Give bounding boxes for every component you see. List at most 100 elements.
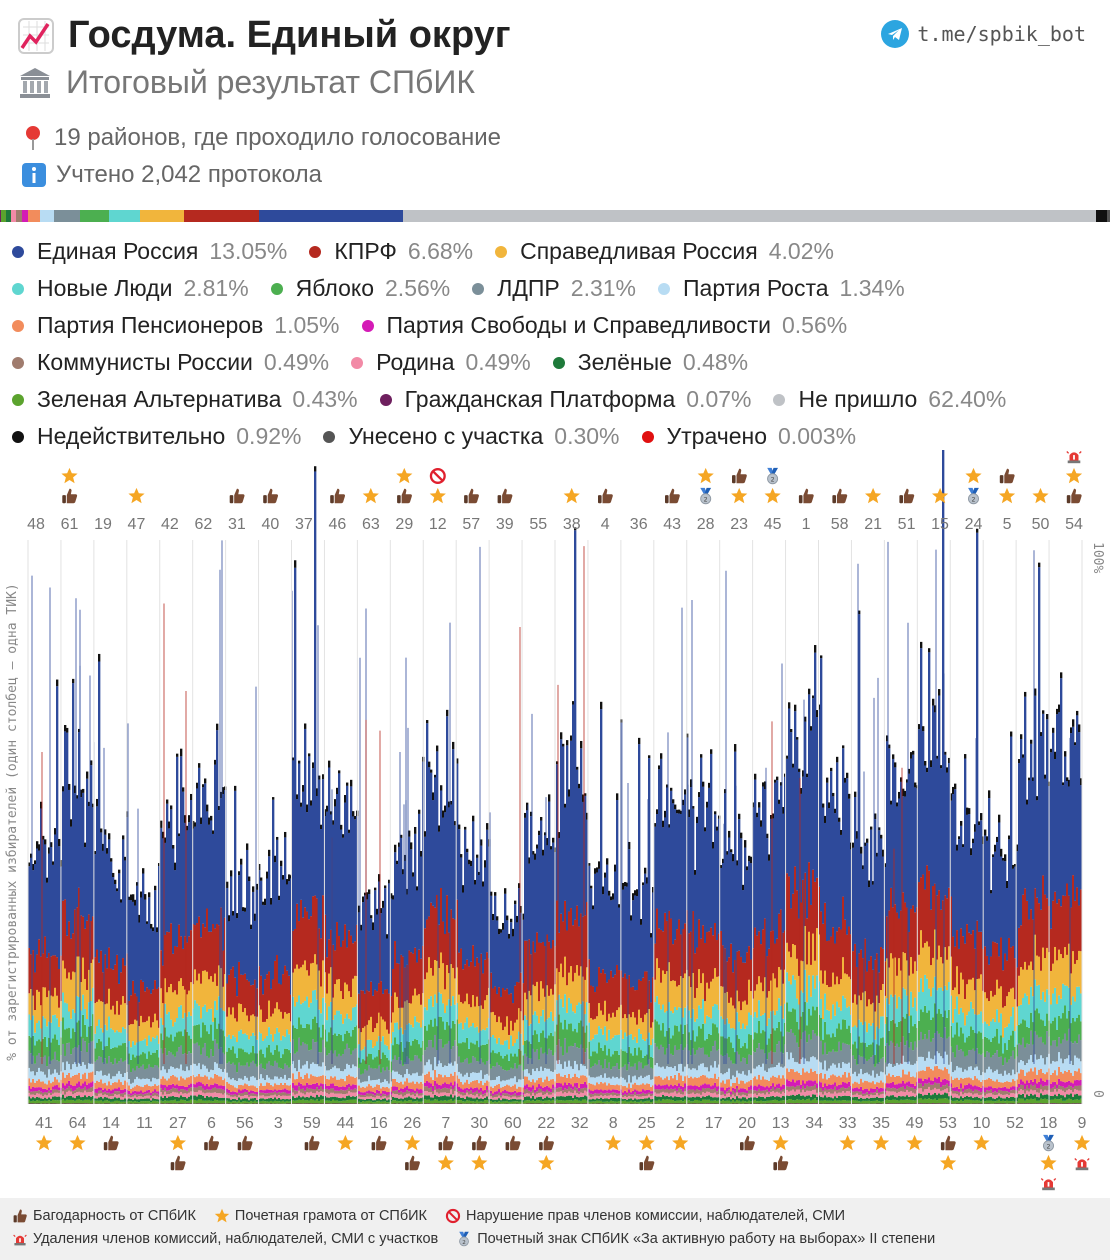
tik-bar-segment <box>376 1098 379 1102</box>
tik-bar-segment <box>360 1099 363 1103</box>
tik-bar-segment <box>164 1087 167 1092</box>
legend-item: Не пришло 62.40% <box>773 386 1006 413</box>
tik-bar-segment <box>294 1079 297 1086</box>
tik-bar-segment <box>482 1062 485 1079</box>
tik-bar-segment <box>664 974 667 1013</box>
tik-bar-segment <box>660 1089 663 1093</box>
tik-bar-segment <box>96 1059 99 1072</box>
tik-bar-segment <box>142 1101 145 1104</box>
tik-bar-segment <box>254 979 257 1017</box>
tik-bar-segment <box>72 1028 75 1049</box>
tik-bar-segment <box>496 920 499 994</box>
tik-bar-segment <box>170 1093 173 1097</box>
tik-bar-segment <box>434 1034 437 1058</box>
tik-bar-segment <box>480 845 483 954</box>
tik-bar-segment <box>204 783 207 928</box>
tik-bar-segment <box>492 1095 495 1098</box>
tik-bar-segment <box>318 970 321 1010</box>
tik-bar-segment <box>498 1101 501 1104</box>
tik-bar-segment <box>140 979 143 1016</box>
tik-bar-segment <box>250 1052 253 1063</box>
tik-bar-segment <box>482 1078 485 1086</box>
tik-bar-segment <box>332 1034 335 1054</box>
tik-bar-segment <box>508 1101 511 1104</box>
tik-bar-segment <box>138 1055 141 1069</box>
tik-bar-segment <box>592 1094 595 1097</box>
tik-bar-segment <box>178 1103 181 1104</box>
tik-bar-segment <box>280 1040 283 1058</box>
tik-bar-segment <box>592 986 595 1020</box>
tik-bar-segment <box>300 899 303 968</box>
tik-bar-segment <box>430 1040 433 1065</box>
tik-bar-segment <box>386 1092 389 1096</box>
tik-bar-segment <box>364 1026 367 1047</box>
tik-bar-segment <box>160 1100 163 1104</box>
tik-bar-segment <box>112 1098 115 1102</box>
tik-bar-segment <box>250 1076 253 1086</box>
tik-bar-segment <box>68 1099 71 1104</box>
tik-bar-segment <box>76 1074 79 1084</box>
tik-bar-segment <box>606 1055 609 1069</box>
telegram-link-text[interactable]: t.me/spbik_bot <box>917 22 1086 46</box>
tik-bar-segment <box>62 1017 65 1044</box>
tik-bar-segment <box>302 791 305 918</box>
tik-bar-segment <box>338 1087 341 1091</box>
tik-bar-segment <box>320 824 323 829</box>
tik-bar-segment <box>648 1032 651 1046</box>
tik-bar-segment <box>62 1088 65 1092</box>
tik-bar-segment <box>632 1096 635 1100</box>
tik-bar-segment <box>556 1060 559 1074</box>
tik-bar-segment <box>212 833 215 925</box>
tik-bar-segment <box>184 1053 187 1072</box>
tik-bar-segment <box>478 1101 481 1104</box>
tik-bar-segment <box>242 974 245 1013</box>
tik-bar-segment <box>534 1030 537 1052</box>
tik-bar-segment <box>48 1087 51 1091</box>
tik-bar-segment <box>440 1085 443 1090</box>
tik-bar-segment <box>268 856 271 972</box>
tik-bar-segment <box>428 1092 431 1096</box>
tik-bar-segment <box>244 973 247 1009</box>
tik-bar-segment <box>568 972 571 998</box>
tik-bar-segment <box>390 1086 393 1092</box>
tik-bar-segment <box>324 1096 327 1101</box>
tik-bar-segment <box>520 1094 523 1097</box>
tik-bar-segment <box>278 1051 281 1068</box>
tik-bar-segment <box>556 1000 559 1025</box>
tik-bar-segment <box>194 925 197 970</box>
tik-bar-segment <box>442 1047 445 1067</box>
tik-bar-segment <box>242 907 245 911</box>
tik-bar-segment <box>302 1093 305 1097</box>
tik-bar-segment <box>474 1087 477 1092</box>
tik-bar-segment <box>518 888 521 983</box>
tik-bar-segment <box>402 874 405 957</box>
tik-bar-segment <box>462 1062 465 1077</box>
tik-bar-segment <box>158 1094 161 1098</box>
tik-bar-segment <box>672 1089 675 1093</box>
tik-bar-segment <box>98 1038 101 1057</box>
tik-bar-segment <box>220 1047 223 1070</box>
tik-bar-segment <box>458 1093 461 1097</box>
tik-bar-segment <box>238 1048 241 1063</box>
tik-bar-segment <box>194 822 197 827</box>
tik-bar-segment <box>100 832 103 951</box>
tik-bar-segment <box>400 837 403 955</box>
tik-bar-segment <box>550 1094 553 1099</box>
tik-bar-segment <box>104 1088 107 1092</box>
tik-bar-segment <box>172 1100 175 1104</box>
tik-bar-segment <box>650 1093 653 1097</box>
tik-bar-segment <box>204 778 207 784</box>
tik-bar-segment <box>654 823 657 827</box>
tik-bar-segment <box>386 934 389 939</box>
tik-bar-segment <box>632 1055 635 1067</box>
tik-bar-segment <box>634 1095 637 1099</box>
telegram-link[interactable]: t.me/spbik_bot <box>881 20 1086 48</box>
tik-bar-segment <box>80 1078 83 1086</box>
tik-bar-segment <box>214 1103 217 1104</box>
tik-bar-segment <box>302 1099 305 1104</box>
tik-bar-segment <box>558 1096 561 1101</box>
tik-bar-segment <box>346 782 349 786</box>
tik-bar-segment <box>386 938 389 990</box>
tik-bar-segment <box>252 1045 255 1061</box>
tik-bar-segment <box>572 1097 575 1101</box>
